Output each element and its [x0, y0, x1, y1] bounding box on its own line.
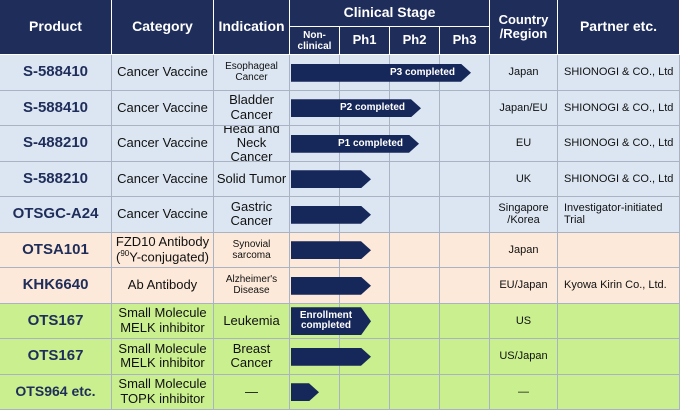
stage-cell [440, 90, 490, 126]
partner: SHIONOGI & CO., Ltd [558, 126, 680, 162]
stage-cell [390, 374, 440, 410]
stage-arrow [291, 348, 371, 366]
indication: Bladder Cancer [214, 90, 290, 126]
category-text: FZD10 Antibody (90Y-conjugated) [112, 235, 213, 264]
product: S-588410 [0, 90, 112, 126]
header-stage: Ph2 [390, 27, 440, 55]
stage-arrow [291, 383, 319, 401]
category: Small Molecule TOPK inhibitor [112, 374, 214, 410]
product: S-588410 [0, 55, 112, 91]
stage-arrow [291, 241, 371, 259]
partner [558, 232, 680, 268]
header-country: Country /Region [490, 0, 558, 55]
country: EU/Japan [490, 268, 558, 304]
category: Cancer Vaccine [112, 55, 214, 91]
stage-cell [340, 374, 390, 410]
partner: SHIONOGI & CO., Ltd [558, 161, 680, 197]
product: OTSGC-A24 [0, 197, 112, 233]
category: Cancer Vaccine [112, 126, 214, 162]
country: Japan [490, 232, 558, 268]
partner [558, 339, 680, 375]
product: S-488210 [0, 126, 112, 162]
product: OTSA101 [0, 232, 112, 268]
header-stage: Non-clinical [290, 27, 340, 55]
indication: Gastric Cancer [214, 197, 290, 233]
indication: Breast Cancer [214, 339, 290, 375]
category: Ab Antibody [112, 268, 214, 304]
stage-cell [390, 303, 440, 339]
country: Singapore /Korea [490, 197, 558, 233]
stage-cell [390, 161, 440, 197]
category: Small Molecule MELK inhibitor [112, 339, 214, 375]
indication: Alzheimer's Disease [214, 268, 290, 304]
partner: SHIONOGI & CO., Ltd [558, 90, 680, 126]
partner: Kyowa Kirin Co., Ltd. [558, 268, 680, 304]
country: Japan/EU [490, 90, 558, 126]
indication: Head and Neck Cancer [214, 126, 290, 162]
product: OTS964 etc. [0, 374, 112, 410]
stage-cell [440, 303, 490, 339]
stage-arrow: P2 completed [291, 99, 421, 117]
product: OTS167 [0, 339, 112, 375]
indication: Solid Tumor [214, 161, 290, 197]
category: Cancer Vaccine [112, 197, 214, 233]
category: FZD10 Antibody (90Y-conjugated) [112, 232, 214, 268]
country: US [490, 303, 558, 339]
indication: — [214, 374, 290, 410]
stage-arrow: Enrollment completed [291, 307, 371, 335]
stage-cell [440, 161, 490, 197]
partner: SHIONOGI & CO., Ltd [558, 55, 680, 91]
partner [558, 374, 680, 410]
header-product: Product [0, 0, 112, 55]
stage-cell [440, 126, 490, 162]
stage-arrow [291, 206, 371, 224]
header-stage: Ph1 [340, 27, 390, 55]
header-clinical-stage: Clinical Stage [290, 0, 490, 27]
stage-cell [390, 339, 440, 375]
indication: Synovial sarcoma [214, 232, 290, 268]
category-part: Y-conjugated) [129, 248, 209, 264]
category-part: FZD10 Antibody ( [115, 234, 210, 264]
stage-arrow [291, 170, 371, 188]
indication: Esophageal Cancer [214, 55, 290, 91]
product: S-588210 [0, 161, 112, 197]
stage-cell [390, 268, 440, 304]
header-category: Category [112, 0, 214, 55]
stage-cell [440, 268, 490, 304]
country: US/Japan [490, 339, 558, 375]
country: EU [490, 126, 558, 162]
header-indication: Indication [214, 0, 290, 55]
country: — [490, 374, 558, 410]
stage-cell [390, 197, 440, 233]
stage-arrow [291, 277, 371, 295]
indication: Leukemia [214, 303, 290, 339]
product: KHK6640 [0, 268, 112, 304]
stage-cell [440, 339, 490, 375]
country: UK [490, 161, 558, 197]
stage-arrow: P1 completed [291, 135, 419, 153]
stage-cell [440, 232, 490, 268]
country: Japan [490, 55, 558, 91]
category: Cancer Vaccine [112, 90, 214, 126]
category-part: 90 [120, 248, 130, 258]
stage-arrow: P3 completed [291, 64, 471, 82]
partner [558, 303, 680, 339]
stage-cell [390, 232, 440, 268]
stage-cell [440, 374, 490, 410]
header-partner: Partner etc. [558, 0, 680, 55]
partner: Investigator-initiated Trial [558, 197, 680, 233]
category: Small Molecule MELK inhibitor [112, 303, 214, 339]
header-stage: Ph3 [440, 27, 490, 55]
category: Cancer Vaccine [112, 161, 214, 197]
stage-cell [440, 197, 490, 233]
product: OTS167 [0, 303, 112, 339]
